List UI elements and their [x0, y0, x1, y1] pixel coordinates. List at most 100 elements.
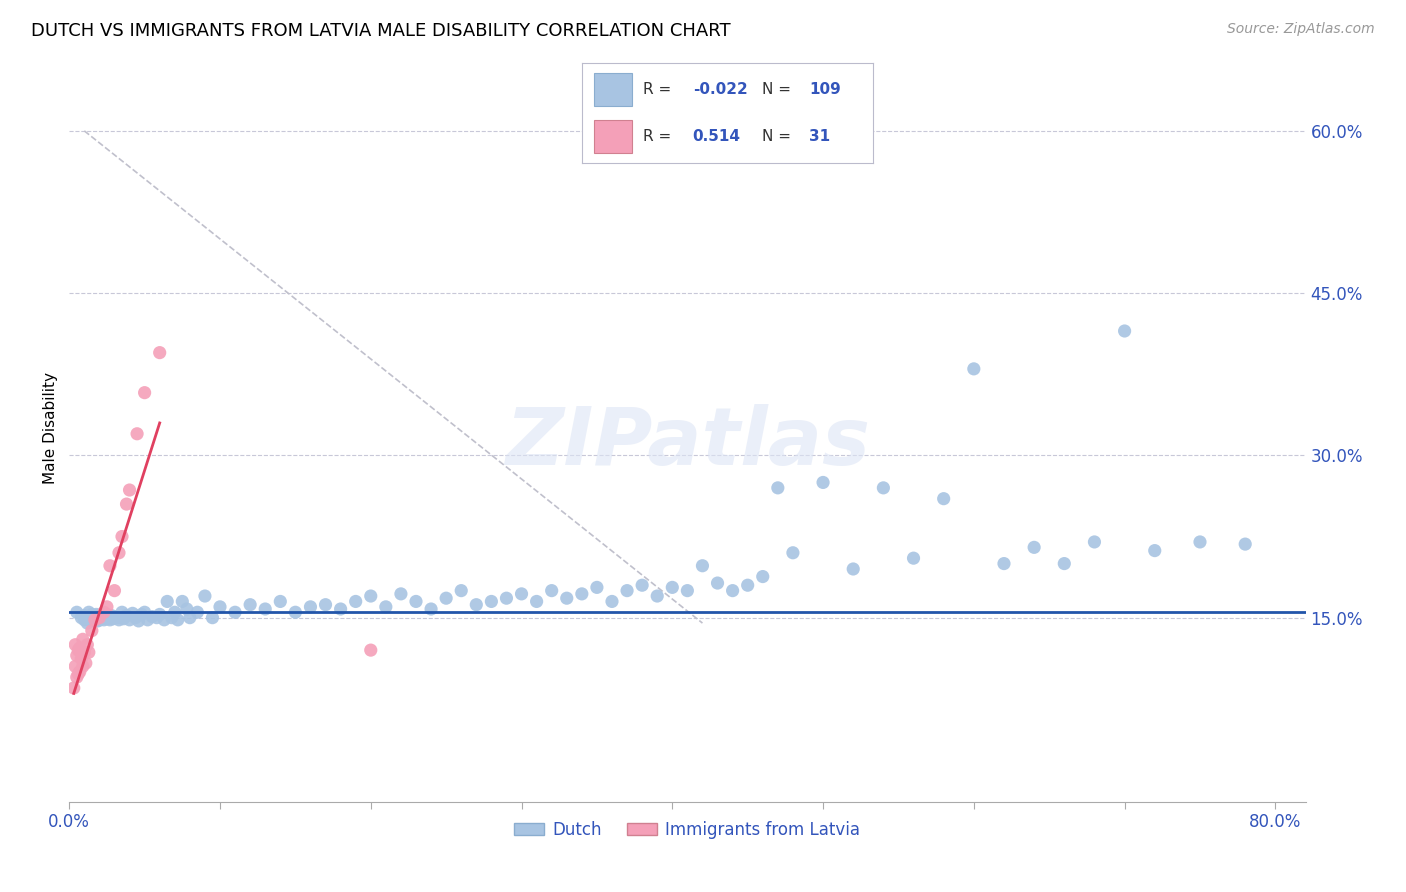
Point	[495, 591, 517, 606]
Point	[115, 497, 138, 511]
Point	[706, 576, 728, 591]
Point	[96, 612, 118, 626]
Point	[103, 609, 125, 624]
Text: Source: ZipAtlas.com: Source: ZipAtlas.com	[1227, 22, 1375, 37]
Point	[67, 643, 90, 657]
Point	[87, 609, 110, 624]
Point	[239, 598, 262, 612]
Point	[72, 659, 94, 673]
Point	[179, 610, 201, 624]
Text: ZIPatlas: ZIPatlas	[505, 404, 870, 483]
Point	[67, 667, 90, 681]
Legend: Dutch, Immigrants from Latvia: Dutch, Immigrants from Latvia	[508, 814, 868, 846]
Point	[128, 614, 150, 628]
Point	[600, 594, 623, 608]
Point	[782, 546, 804, 560]
Point	[80, 607, 103, 622]
Point	[76, 638, 98, 652]
Point	[97, 610, 120, 624]
Point	[66, 670, 89, 684]
Point	[153, 613, 176, 627]
Point	[69, 665, 91, 679]
Point	[540, 583, 562, 598]
Point	[329, 602, 352, 616]
Point	[62, 681, 84, 695]
Point	[149, 345, 172, 359]
Point	[149, 607, 172, 622]
Point	[66, 648, 89, 663]
Point	[389, 587, 412, 601]
Point	[118, 483, 141, 497]
Point	[96, 599, 118, 614]
Point	[645, 589, 668, 603]
Point	[172, 594, 194, 608]
Point	[101, 612, 124, 626]
Point	[98, 558, 121, 573]
Point	[82, 608, 104, 623]
Point	[692, 558, 714, 573]
Point	[1188, 535, 1211, 549]
Point	[89, 608, 111, 623]
Point	[842, 562, 865, 576]
Point	[134, 605, 156, 619]
Point	[526, 594, 548, 608]
Point	[118, 613, 141, 627]
Point	[374, 599, 396, 614]
Point	[284, 605, 307, 619]
Point	[77, 645, 100, 659]
Point	[1083, 535, 1105, 549]
Point	[555, 591, 578, 606]
Point	[405, 594, 427, 608]
Point	[93, 613, 115, 627]
Point	[661, 580, 683, 594]
Point	[83, 613, 105, 627]
Point	[1234, 537, 1257, 551]
Point	[72, 632, 94, 647]
Point	[134, 385, 156, 400]
Point	[752, 569, 775, 583]
Point	[932, 491, 955, 506]
Point	[450, 583, 472, 598]
Point	[65, 659, 87, 673]
Point	[69, 640, 91, 655]
Point	[73, 613, 96, 627]
Point	[156, 594, 179, 608]
Point	[1053, 557, 1076, 571]
Point	[108, 546, 131, 560]
Point	[299, 599, 322, 614]
Point	[108, 613, 131, 627]
Point	[112, 612, 135, 626]
Point	[87, 614, 110, 628]
Point	[344, 594, 367, 608]
Point	[1024, 541, 1046, 555]
Point	[136, 613, 159, 627]
Point	[124, 610, 146, 624]
Point	[80, 610, 103, 624]
Point	[65, 638, 87, 652]
Y-axis label: Male Disability: Male Disability	[44, 372, 58, 484]
Point	[115, 608, 138, 623]
Point	[903, 551, 925, 566]
Point	[131, 607, 153, 622]
Point	[90, 612, 112, 626]
Point	[73, 608, 96, 623]
Point	[631, 578, 654, 592]
Point	[163, 605, 186, 619]
Point	[571, 587, 593, 601]
Point	[96, 607, 118, 622]
Point	[465, 598, 488, 612]
Point	[1143, 543, 1166, 558]
Point	[360, 643, 382, 657]
Text: DUTCH VS IMMIGRANTS FROM LATVIA MALE DISABILITY CORRELATION CHART: DUTCH VS IMMIGRANTS FROM LATVIA MALE DIS…	[31, 22, 731, 40]
Point	[83, 613, 105, 627]
Point	[76, 616, 98, 631]
Point	[269, 594, 291, 608]
Point	[1114, 324, 1136, 338]
Point	[111, 529, 134, 543]
Point	[93, 605, 115, 619]
Point	[66, 605, 89, 619]
Point	[872, 481, 894, 495]
Point	[224, 605, 246, 619]
Point	[420, 602, 443, 616]
Point	[721, 583, 744, 598]
